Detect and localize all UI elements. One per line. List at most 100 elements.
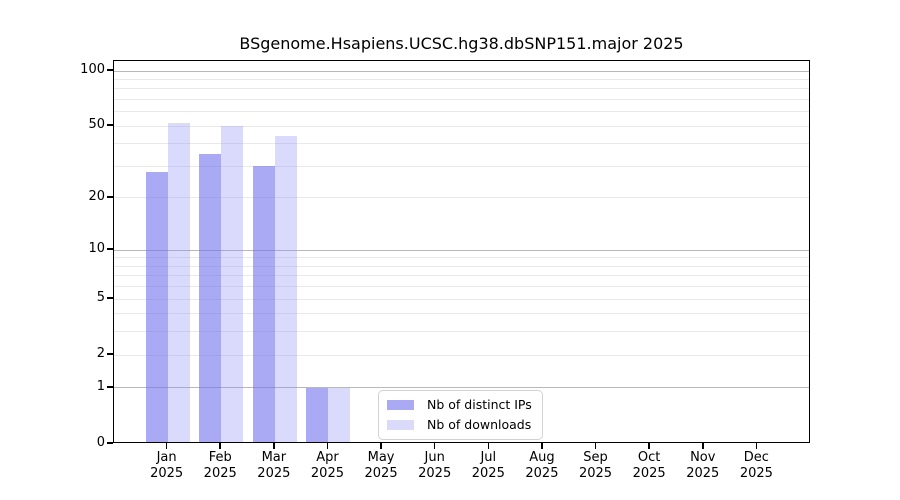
x-tick-month-nov: Nov xyxy=(690,450,716,465)
x-tick-jul xyxy=(487,443,490,449)
gridline-minor-60 xyxy=(114,111,809,113)
x-tick-year-jun: 2025 xyxy=(418,466,452,481)
x-tick-year-may: 2025 xyxy=(364,466,398,481)
y-tick-label-10: 10 xyxy=(88,241,105,257)
gridline-minor-80 xyxy=(114,88,809,90)
bar-nb-of-downloads-feb xyxy=(221,126,244,442)
x-tick-month-apr: Apr xyxy=(316,450,339,465)
gridline-minor-20 xyxy=(114,197,809,199)
x-tick-label-jan: Jan 2025 xyxy=(139,450,195,482)
legend-swatch-distinct-ips xyxy=(387,399,414,410)
bar-nb-of-downloads-jan xyxy=(167,123,190,442)
legend-swatch-downloads xyxy=(387,419,414,430)
x-tick-year-aug: 2025 xyxy=(525,466,559,481)
y-tick-label-0: 0 xyxy=(96,435,105,450)
x-tick-label-nov: Nov 2025 xyxy=(675,450,731,482)
x-tick-month-aug: Aug xyxy=(529,450,555,465)
gridline-minor-70 xyxy=(114,98,809,100)
bar-nb-of-downloads-apr xyxy=(328,387,351,442)
legend-item-downloads: Nb of downloads xyxy=(387,416,532,433)
gridline-minor-9 xyxy=(114,257,809,259)
x-tick-year-mar: 2025 xyxy=(257,466,291,481)
x-tick-year-dec: 2025 xyxy=(739,466,773,481)
x-tick-year-sep: 2025 xyxy=(578,466,613,481)
bar-nb-of-distinct-ips-jan xyxy=(145,171,168,442)
x-tick-month-dec: Dec xyxy=(743,450,769,465)
legend-item-distinct-ips: Nb of distinct IPs xyxy=(387,396,532,413)
x-tick-month-sep: Sep xyxy=(583,450,608,465)
x-tick-label-jun: Jun 2025 xyxy=(407,450,463,482)
y-tick-20 xyxy=(107,196,113,198)
gridline-major-10 xyxy=(114,249,809,251)
gridline-minor-90 xyxy=(114,78,809,80)
x-tick-year-nov: 2025 xyxy=(686,466,720,481)
x-tick-mar xyxy=(273,443,275,449)
y-tick-10 xyxy=(107,248,113,250)
x-tick-month-may: May xyxy=(367,450,395,465)
x-tick-label-feb: Feb 2025 xyxy=(192,450,248,482)
y-tick-0 xyxy=(107,442,113,444)
x-tick-year-feb: 2025 xyxy=(203,466,237,481)
gridline-major-1 xyxy=(114,387,809,389)
y-tick-5 xyxy=(107,297,113,299)
x-tick-jun xyxy=(433,443,436,449)
gridline-major-100 xyxy=(114,70,809,72)
gridline-minor-50 xyxy=(114,125,809,127)
x-tick-sep xyxy=(594,443,597,449)
legend-label-distinct-ips: Nb of distinct IPs xyxy=(427,397,532,412)
plot-area: Nb of distinct IPs Nb of downloads xyxy=(113,60,810,443)
y-tick-100 xyxy=(107,69,113,71)
x-tick-nov xyxy=(702,443,704,449)
x-tick-apr xyxy=(326,443,329,449)
gridline-minor-8 xyxy=(114,265,809,267)
gridline-minor-6 xyxy=(114,286,809,288)
x-tick-oct xyxy=(648,443,650,449)
y-tick-label-5: 5 xyxy=(96,290,105,306)
x-tick-year-jul: 2025 xyxy=(471,466,505,481)
x-tick-label-apr: Apr 2025 xyxy=(299,450,355,482)
y-tick-label-50: 50 xyxy=(88,117,105,133)
x-tick-year-jan: 2025 xyxy=(150,466,184,481)
x-tick-month-jun: Jun xyxy=(424,450,445,465)
gridline-minor-40 xyxy=(114,143,809,145)
x-tick-dec xyxy=(755,443,758,449)
x-tick-feb xyxy=(219,443,221,449)
x-tick-label-dec: Dec 2025 xyxy=(728,450,784,482)
chart-title: BSgenome.Hsapiens.UCSC.hg38.dbSNP151.maj… xyxy=(239,34,684,53)
y-tick-label-2: 2 xyxy=(96,346,105,362)
x-tick-label-oct: Oct 2025 xyxy=(621,450,677,482)
gridline-minor-7 xyxy=(114,275,809,277)
legend: Nb of distinct IPs Nb of downloads xyxy=(378,390,543,440)
x-tick-label-mar: Mar 2025 xyxy=(246,450,302,482)
bar-nb-of-distinct-ips-feb xyxy=(199,154,222,442)
bar-nb-of-distinct-ips-mar xyxy=(252,166,275,442)
legend-label-downloads: Nb of downloads xyxy=(427,417,532,432)
x-tick-label-sep: Sep 2025 xyxy=(568,450,624,482)
x-tick-may xyxy=(380,443,382,449)
gridline-minor-30 xyxy=(114,165,809,167)
x-tick-year-oct: 2025 xyxy=(632,466,666,481)
gridline-minor-3 xyxy=(114,331,809,333)
x-tick-month-oct: Oct xyxy=(637,450,661,465)
x-tick-month-feb: Feb xyxy=(208,450,232,465)
x-tick-month-mar: Mar xyxy=(261,450,287,465)
x-tick-label-aug: Aug 2025 xyxy=(514,450,570,482)
x-tick-jan xyxy=(165,443,168,449)
y-tick-2 xyxy=(107,353,113,355)
x-tick-label-jul: Jul 2025 xyxy=(460,450,516,482)
gridline-minor-2 xyxy=(114,354,809,356)
y-tick-label-20: 20 xyxy=(88,188,105,204)
x-tick-year-apr: 2025 xyxy=(310,466,344,481)
gridline-minor-4 xyxy=(114,313,809,315)
gridline-minor-5 xyxy=(114,298,809,300)
bar-nb-of-downloads-mar xyxy=(274,136,297,442)
y-tick-1 xyxy=(107,386,113,388)
y-tick-label-100: 100 xyxy=(80,62,105,77)
y-tick-50 xyxy=(107,124,113,126)
x-tick-aug xyxy=(541,443,543,449)
x-tick-month-jul: Jul xyxy=(480,450,497,465)
bar-nb-of-distinct-ips-apr xyxy=(306,387,329,442)
y-tick-label-1: 1 xyxy=(96,378,105,394)
x-tick-label-may: May 2025 xyxy=(353,450,409,482)
